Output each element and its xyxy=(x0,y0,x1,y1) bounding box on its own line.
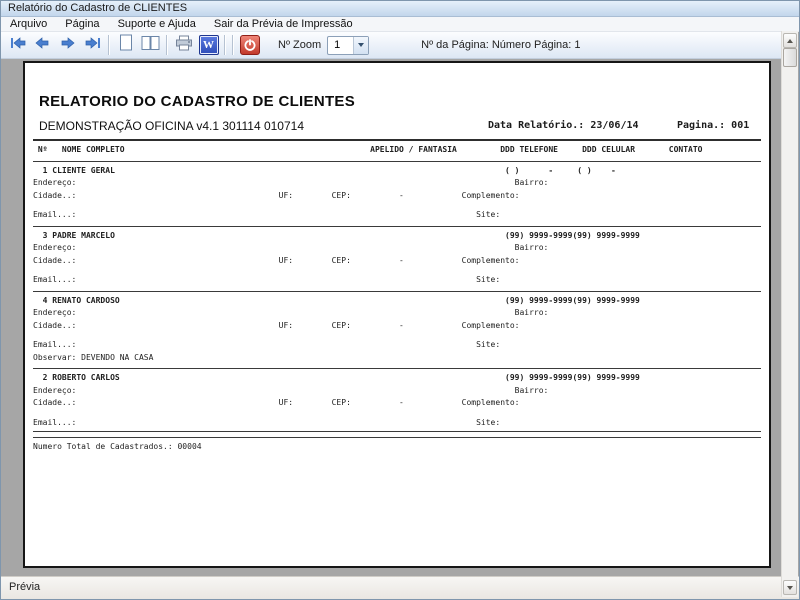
menu-arquivo[interactable]: Arquivo xyxy=(10,18,48,30)
report-rule xyxy=(33,222,761,227)
previous-page-button[interactable] xyxy=(30,34,55,57)
report-line: Numero Total de Cadastrados.: 00004 xyxy=(33,442,202,451)
toolbar-separator xyxy=(232,35,234,55)
zoom-value: 1 xyxy=(334,39,341,51)
report-rule xyxy=(33,157,761,162)
window-title: Relatório do Cadastro de CLIENTES xyxy=(8,2,188,14)
first-page-icon xyxy=(10,36,26,54)
next-page-icon xyxy=(60,36,75,54)
report-line xyxy=(33,410,761,417)
toolbar: W Nº Zoom 1 Nº da Página: Número Página:… xyxy=(1,32,782,59)
report-rule xyxy=(33,364,761,369)
scroll-down-button[interactable] xyxy=(783,580,797,595)
two-page-icon xyxy=(141,35,160,56)
status-bar: Prévia xyxy=(1,576,799,599)
report-line: Cidade..: UF: CEP: - Complemento: xyxy=(33,398,520,407)
report-line: 2 ROBERTO CARLOS (99) 9999-9999(99) 9999… xyxy=(33,373,640,382)
export-word-button[interactable]: W xyxy=(196,34,221,57)
report-line: Nº NOME COMPLETO APELIDO / FANTASIA DDD … xyxy=(33,145,703,154)
printer-icon xyxy=(175,35,193,56)
report-line: 4 RENATO CARDOSO (99) 9999-9999(99) 9999… xyxy=(33,295,640,305)
print-button[interactable] xyxy=(171,34,196,57)
zoom-select[interactable]: 1 xyxy=(327,35,370,55)
report-line: Email...: Site: xyxy=(33,210,501,219)
report-line: 3 PADRE MARCELO (99) 9999-9999(99) 9999-… xyxy=(33,230,640,240)
report-rule xyxy=(33,431,761,438)
report-line: Cidade..: UF: CEP: - Complemento: xyxy=(33,190,520,200)
report-line: Cidade..: UF: CEP: - Complemento: xyxy=(33,320,520,330)
report-body: Nº NOME COMPLETO APELIDO / FANTASIA DDD … xyxy=(33,139,761,454)
vertical-scrollbar[interactable] xyxy=(781,31,798,597)
scroll-up-button[interactable] xyxy=(783,33,797,48)
report-line: Endereço: Bairro: xyxy=(33,385,549,395)
last-page-icon xyxy=(85,36,101,54)
zoom-dropdown-button[interactable] xyxy=(353,36,369,54)
report-rule xyxy=(33,287,761,292)
two-page-view-button[interactable] xyxy=(138,34,163,57)
report-date: Data Relatório.: 23/06/14 xyxy=(488,120,639,131)
arrow-up-icon xyxy=(787,38,793,43)
previous-page-icon xyxy=(35,36,50,54)
status-text: Prévia xyxy=(9,581,41,593)
report-line: 1 CLIENTE GERAL ( ) - ( ) - xyxy=(33,165,616,175)
report-line: Email...: Site: xyxy=(33,275,501,284)
preview-area[interactable]: RELATORIO DO CADASTRO DE CLIENTES DEMONS… xyxy=(1,59,799,576)
report-line xyxy=(33,332,761,339)
single-page-view-button[interactable] xyxy=(113,34,138,57)
toolbar-separator xyxy=(166,35,168,55)
menu-bar: Arquivo Página Suporte e Ajuda Sair da P… xyxy=(1,17,799,32)
report-line: Observar: DEVENDO NA CASA xyxy=(33,352,154,362)
report-page: RELATORIO DO CADASTRO DE CLIENTES DEMONS… xyxy=(23,61,771,568)
close-preview-button[interactable] xyxy=(237,34,262,57)
page-info-label: Nº da Página: Número Página: 1 xyxy=(421,39,581,51)
export-word-icon: W xyxy=(198,35,219,55)
report-line: Cidade..: UF: CEP: - Complemento: xyxy=(33,255,520,265)
next-page-button[interactable] xyxy=(55,34,80,57)
report-line: Endereço: Bairro: xyxy=(33,178,549,187)
single-page-icon xyxy=(119,34,133,56)
scrollbar-thumb[interactable] xyxy=(783,48,797,67)
report-line: Endereço: Bairro: xyxy=(33,308,549,317)
last-page-button[interactable] xyxy=(80,34,105,57)
menu-sair-da-previa[interactable]: Sair da Prévia de Impressão xyxy=(213,18,353,30)
report-line: Email...: Site: xyxy=(33,340,501,349)
chevron-down-icon xyxy=(358,43,365,47)
report-rule xyxy=(33,139,761,141)
toolbar-separator xyxy=(108,35,110,55)
toolbar-separator xyxy=(224,35,226,55)
menu-pagina[interactable]: Página xyxy=(65,18,100,30)
report-line xyxy=(33,202,761,209)
report-line: Endereço: Bairro: xyxy=(33,243,549,252)
menu-suporte-e-ajuda[interactable]: Suporte e Ajuda xyxy=(117,18,196,30)
title-bar: Relatório do Cadastro de CLIENTES xyxy=(1,1,799,17)
report-title: RELATORIO DO CADASTRO DE CLIENTES xyxy=(39,93,356,110)
report-page-number: Pagina.: 001 xyxy=(677,120,750,131)
arrow-down-icon xyxy=(787,585,793,590)
zoom-label: Nº Zoom xyxy=(278,39,322,51)
first-page-button[interactable] xyxy=(5,34,30,57)
report-line xyxy=(33,267,761,274)
report-subtitle: DEMONSTRAÇÃO OFICINA v4.1 301114 010714 xyxy=(39,119,305,133)
report-line: Email...: Site: xyxy=(33,417,501,427)
power-icon xyxy=(239,35,260,55)
